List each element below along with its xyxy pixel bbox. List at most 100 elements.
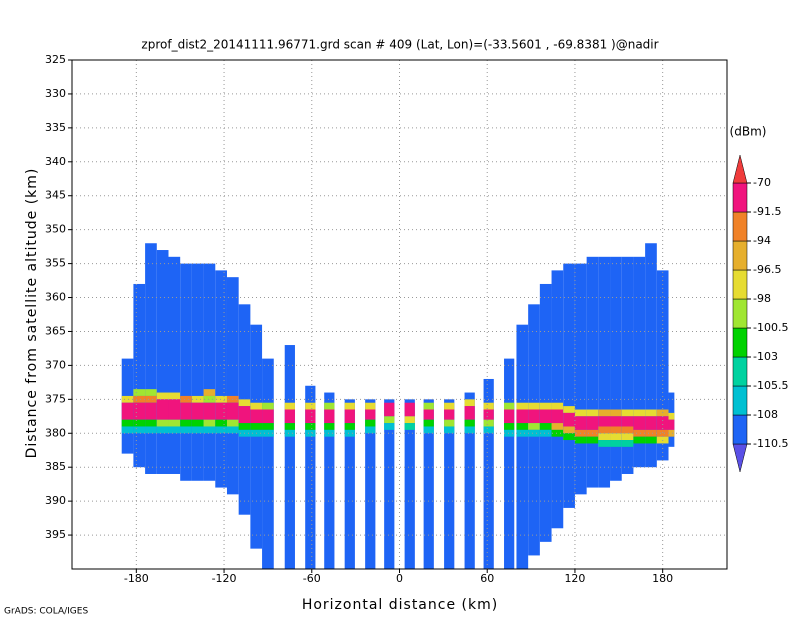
cell [156,399,169,420]
cell [180,395,192,403]
cell [365,409,376,420]
y-tick-label: 340 [45,155,66,168]
cell [203,402,216,420]
cell [121,426,134,434]
colorbar-tick-label: -103 [753,350,778,363]
cell [423,426,434,434]
cell [324,402,335,410]
colorbar-segment [732,356,748,387]
cell [384,423,395,430]
cell [633,256,646,468]
cell [250,423,263,430]
cell [633,409,646,417]
cell [516,324,529,569]
cell [668,419,675,430]
cell [621,409,634,417]
cell [145,243,157,474]
cell [444,399,455,569]
cell [226,426,239,434]
cell [145,426,157,434]
cell [464,426,475,434]
cell [215,419,227,427]
cell [563,406,575,413]
cell [133,389,146,396]
cell [574,409,587,417]
cell [262,402,274,410]
y-tick-label: 355 [45,257,66,270]
cell [586,409,599,417]
colorbar-tick-label: -105.5 [753,379,788,392]
credit: GrADS: COLA/IGES [4,607,88,617]
cell [133,395,146,403]
cell [645,429,657,437]
cell [344,402,355,410]
cell [423,419,434,427]
cell [203,395,216,403]
cell [262,429,274,437]
cell [464,392,475,569]
colorbar-segment [732,240,748,271]
y-tick-label: 345 [45,189,66,202]
cell [145,395,157,403]
cell [633,416,646,430]
cell [215,402,227,420]
cell [284,409,295,424]
cell [668,429,675,437]
cell [504,409,515,424]
cell [324,409,335,424]
cell [168,256,181,474]
colorbar-tick-label: -110.5 [753,437,788,450]
cell [610,409,622,417]
cell [365,402,376,410]
cell [504,358,515,569]
cell [133,426,146,434]
cell [504,402,515,410]
cell [633,429,646,437]
colorbar-segment [732,414,748,445]
x-tick-label: -180 [124,572,149,585]
cell [180,263,192,481]
colorbar-tick-label: -108 [753,408,778,421]
cell [610,416,622,427]
cell [598,440,611,447]
chart-title: zprof_dist2_20141111.96771.grd scan # 40… [141,38,658,52]
cell [168,399,181,420]
cell [365,426,376,434]
cell [145,389,157,396]
cell [656,270,669,461]
cell [133,419,146,427]
cell [423,402,434,410]
cell [344,399,355,569]
cell [621,433,634,441]
colorbar: -110.5 -108 -105.5 -103 -100.5 -98 -96.5 -94 -91… [732,154,788,473]
cell [133,402,146,420]
cell [384,402,395,417]
y-tick-label: 380 [45,426,66,439]
colorbar-tick-label: -100.5 [753,321,788,334]
cell [586,256,599,488]
cell [464,419,475,427]
colorbar-segment [732,211,748,242]
x-tick-label: 180 [652,572,673,585]
cell [563,412,575,427]
cell [656,416,669,430]
cell [284,429,295,437]
cell [516,423,529,430]
cell [156,426,169,434]
colorbar-segment [732,327,748,358]
cell [551,429,564,437]
cell [574,416,587,430]
cell [404,423,415,430]
cell [404,416,415,424]
cell [563,426,575,434]
cell [121,402,134,420]
cell [444,409,455,420]
cell [168,392,181,400]
cell [633,436,646,444]
cell [598,433,611,441]
cell [551,402,564,410]
cell [551,409,564,424]
cell [551,423,564,430]
